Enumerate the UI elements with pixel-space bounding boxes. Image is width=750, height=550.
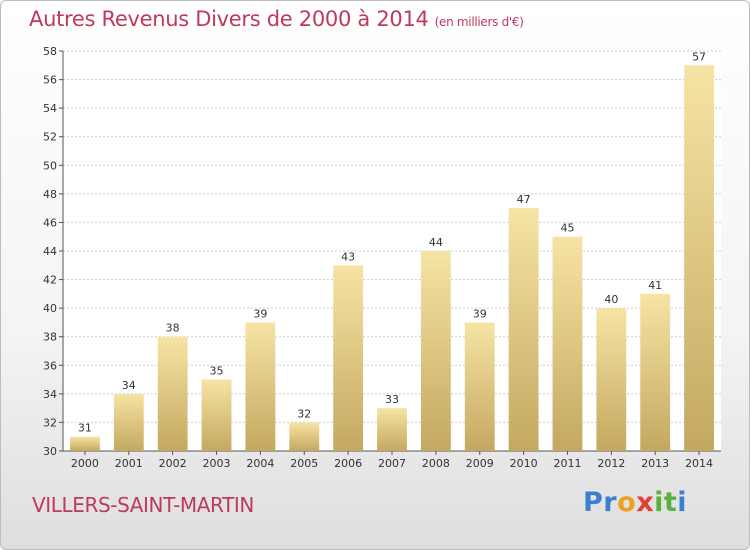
chart-title-unit: (en milliers d'€): [434, 15, 524, 29]
y-tick-label: 54: [43, 102, 57, 115]
bar: [552, 236, 583, 451]
y-tick-label: 44: [43, 245, 57, 258]
bar: [201, 379, 232, 451]
x-tick-label: 2003: [203, 457, 231, 470]
bar: [333, 265, 364, 451]
data-label: 39: [253, 307, 267, 320]
proxiti-logo: Proxiti: [583, 487, 687, 518]
data-label: 32: [297, 407, 311, 420]
logo-letter: r: [603, 487, 618, 518]
y-tick-label: 58: [43, 45, 57, 58]
logo-letter: P: [583, 487, 604, 518]
x-tick-label: 2006: [334, 457, 362, 470]
logo-letter: t: [663, 487, 678, 518]
y-tick-label: 56: [43, 74, 57, 87]
bar: [113, 393, 144, 451]
data-label: 33: [385, 393, 399, 406]
data-label: 40: [604, 293, 618, 306]
bar: [377, 408, 407, 451]
data-label: 45: [560, 222, 574, 235]
x-tick-label: 2012: [597, 457, 625, 470]
x-tick-label: 2005: [290, 457, 318, 470]
bar: [508, 208, 539, 451]
x-tick-label: 2007: [378, 457, 406, 470]
data-label: 47: [517, 193, 531, 206]
bar: [70, 436, 100, 451]
y-tick-label: 42: [43, 274, 57, 287]
y-tick-label: 50: [43, 159, 57, 172]
bar: [684, 65, 714, 452]
y-tick-label: 34: [43, 388, 57, 401]
data-label: 39: [473, 307, 487, 320]
y-tick-label: 38: [43, 331, 57, 344]
y-tick-label: 48: [43, 188, 57, 201]
x-tick-label: 2002: [159, 457, 187, 470]
x-tick-label: 2010: [510, 457, 538, 470]
bar: [420, 251, 451, 451]
logo-letter: x: [636, 487, 655, 518]
y-tick-label: 52: [43, 131, 57, 144]
data-label: 43: [341, 250, 355, 263]
y-tick-label: 36: [43, 359, 57, 372]
data-label: 44: [429, 236, 443, 249]
bar: [157, 336, 188, 451]
logo-letter: o: [617, 487, 637, 518]
location-label: VILLERS-SAINT-MARTIN: [32, 493, 254, 517]
x-tick-label: 2011: [553, 457, 581, 470]
x-tick-label: 2013: [641, 457, 669, 470]
data-label: 35: [210, 365, 224, 378]
bar: [596, 308, 627, 451]
x-tick-label: 2009: [466, 457, 494, 470]
x-tick-label: 2008: [422, 457, 450, 470]
y-tick-label: 46: [43, 216, 57, 229]
bar: [289, 422, 320, 451]
bar: [640, 293, 671, 451]
y-tick-label: 40: [43, 302, 57, 315]
bar: [245, 322, 276, 451]
data-label: 31: [78, 422, 92, 435]
logo-letter: i: [654, 487, 664, 518]
logo-letter: i: [677, 487, 688, 518]
chart-title: Autres Revenus Divers de 2000 à 2014 (en …: [29, 7, 524, 31]
bar: [464, 322, 495, 451]
x-tick-label: 2014: [685, 457, 713, 470]
data-label: 38: [166, 322, 180, 335]
x-tick-label: 2001: [115, 457, 143, 470]
x-tick-label: 2004: [246, 457, 274, 470]
data-label: 57: [692, 50, 706, 63]
chart-title-text: Autres Revenus Divers de 2000 à 2014: [29, 7, 429, 31]
data-label: 41: [648, 279, 662, 292]
y-tick-label: 32: [43, 416, 57, 429]
x-tick-label: 2000: [71, 457, 99, 470]
y-tick-label: 30: [43, 445, 57, 458]
data-label: 34: [122, 379, 136, 392]
